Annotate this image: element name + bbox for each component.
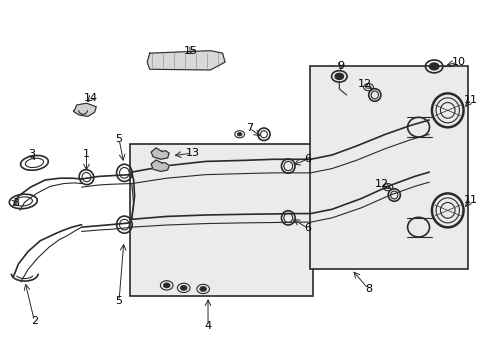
- Text: 9: 9: [337, 61, 344, 71]
- Text: 11: 11: [463, 95, 477, 105]
- Bar: [130, 144, 312, 296]
- Circle shape: [163, 283, 170, 288]
- Text: 12: 12: [374, 179, 388, 189]
- Text: 7: 7: [245, 123, 252, 133]
- Text: 6: 6: [304, 154, 310, 164]
- Text: 8: 8: [364, 284, 371, 294]
- Text: 12: 12: [357, 79, 371, 89]
- Text: 2: 2: [31, 316, 38, 326]
- Text: 5: 5: [115, 134, 122, 144]
- Text: 3: 3: [13, 198, 20, 207]
- Bar: [309, 66, 467, 269]
- Text: 1: 1: [83, 149, 90, 159]
- Text: 3: 3: [28, 149, 35, 159]
- Text: 14: 14: [84, 93, 98, 103]
- Circle shape: [428, 63, 438, 70]
- Text: 6: 6: [304, 223, 310, 233]
- Text: 15: 15: [183, 46, 198, 57]
- Text: 11: 11: [463, 195, 477, 204]
- Text: 13: 13: [185, 148, 199, 158]
- Text: 10: 10: [450, 57, 465, 67]
- Polygon shape: [151, 148, 169, 159]
- Circle shape: [237, 132, 242, 136]
- Polygon shape: [151, 160, 169, 171]
- Circle shape: [180, 285, 187, 291]
- Circle shape: [200, 287, 206, 292]
- Polygon shape: [147, 51, 224, 70]
- Text: 4: 4: [204, 321, 211, 331]
- Polygon shape: [73, 103, 96, 116]
- Text: 5: 5: [115, 296, 122, 306]
- Circle shape: [334, 73, 343, 80]
